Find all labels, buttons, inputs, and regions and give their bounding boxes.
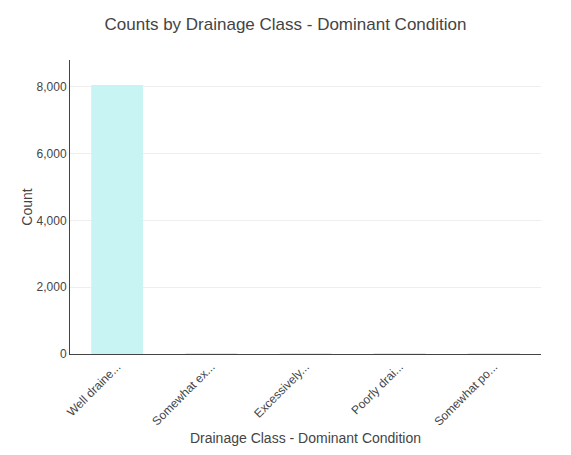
- svg-text:8,000: 8,000: [37, 80, 67, 94]
- svg-text:Drainage Class - Dominant Cond: Drainage Class - Dominant Condition: [190, 430, 421, 446]
- svg-text:Somewhat po...: Somewhat po...: [431, 360, 500, 429]
- svg-text:6,000: 6,000: [37, 147, 67, 161]
- svg-text:Excessively...: Excessively...: [251, 360, 312, 421]
- svg-text:Count: Count: [19, 188, 35, 225]
- svg-text:4,000: 4,000: [37, 214, 67, 228]
- svg-text:Counts by Drainage Class - Dom: Counts by Drainage Class - Dominant Cond…: [105, 15, 467, 34]
- svg-text:2,000: 2,000: [37, 280, 67, 294]
- svg-text:Poorly drai...: Poorly drai...: [349, 360, 407, 418]
- svg-text:Somewhat ex...: Somewhat ex...: [149, 360, 217, 428]
- svg-text:0: 0: [60, 347, 67, 361]
- svg-text:Well draine...: Well draine...: [64, 360, 123, 419]
